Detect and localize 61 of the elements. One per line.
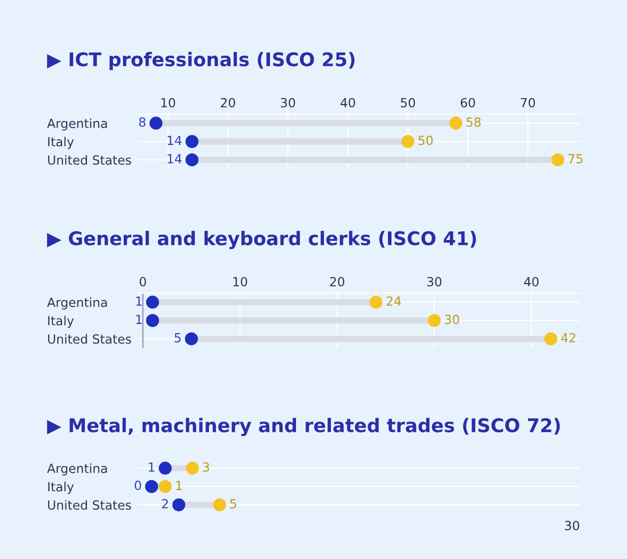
data-label: 58 <box>466 117 481 127</box>
data-label: 1 <box>136 314 142 324</box>
x2-tick-label: 20 <box>330 276 344 286</box>
data-label: 5 <box>174 333 181 342</box>
point <box>551 153 564 166</box>
y-tick-label: Argentina <box>47 463 107 476</box>
y-tick-label: Argentina <box>47 297 107 310</box>
point <box>369 296 383 309</box>
y-tick-label: Argentina <box>47 118 107 131</box>
x2-tick-label: 0 <box>140 276 146 286</box>
x2-tick-label: 70 <box>520 98 535 108</box>
point <box>401 134 414 148</box>
data-label: 8 <box>139 117 146 127</box>
point <box>149 116 162 130</box>
point <box>185 153 198 166</box>
point <box>544 332 558 346</box>
point <box>145 480 158 494</box>
data-label: 42 <box>561 333 576 342</box>
x2-tick-label: 10 <box>161 98 176 108</box>
data-label: 3 <box>203 462 210 472</box>
point <box>158 462 172 475</box>
x2-tick-label: 30 <box>280 98 296 108</box>
text: 30 <box>565 520 580 530</box>
x2-tick-label: 10 <box>233 276 248 286</box>
data-label: 5 <box>230 499 236 508</box>
point <box>172 498 186 512</box>
y-tick-label: Italy <box>48 316 74 328</box>
x2-tick-label: 20 <box>220 98 236 108</box>
data-label: 2 <box>162 499 168 508</box>
y-tick-label: United States <box>48 155 132 165</box>
point <box>184 332 198 346</box>
chart-title: ▶ ICT professionals (ISCO 25) <box>47 52 354 70</box>
data-label: 1 <box>136 296 142 306</box>
point <box>158 480 172 494</box>
data-label: 0 <box>134 480 142 490</box>
y-tick-label: Italy <box>48 136 74 149</box>
data-label: 24 <box>386 296 401 306</box>
chart-title: ▶ General and keyboard clerks (ISCO 41) <box>47 230 476 250</box>
data-label: 1 <box>176 480 182 490</box>
point <box>185 134 198 148</box>
y-tick-label: United States <box>48 334 132 344</box>
x2-tick-label: 50 <box>400 98 415 108</box>
data-label: 14 <box>168 154 182 164</box>
point <box>213 498 226 512</box>
data-label: 14 <box>168 136 182 145</box>
y-tick-label: Italy <box>48 482 74 494</box>
data-label: 75 <box>568 154 582 164</box>
y-tick-label: United States <box>48 500 132 510</box>
data-label: 1 <box>148 462 154 472</box>
point <box>146 314 160 328</box>
point <box>449 116 462 130</box>
data-label: 30 <box>444 314 460 324</box>
x2-tick-label: 30 <box>427 276 442 286</box>
point <box>146 296 160 309</box>
point <box>428 314 441 328</box>
x2-tick-label: 60 <box>460 98 475 108</box>
point <box>186 462 199 475</box>
x2-tick-label: 40 <box>524 276 539 286</box>
x2-tick-label: 40 <box>340 98 356 108</box>
data-label: 50 <box>418 136 433 146</box>
text: ▶ Metal, machinery and related trades (ISCO 72) <box>47 418 560 436</box>
